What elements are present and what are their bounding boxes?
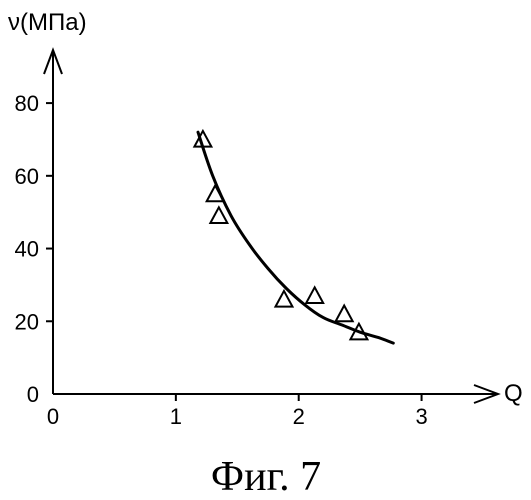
tick-labels: 0 20 40 60 80 0 1 2 3 bbox=[15, 91, 428, 429]
data-point bbox=[336, 306, 353, 322]
x-tick-label-2: 2 bbox=[293, 404, 305, 429]
trend-line bbox=[198, 132, 393, 343]
x-tick-label-1: 1 bbox=[170, 404, 182, 429]
y-tick-label-40: 40 bbox=[15, 237, 39, 262]
y-tick-label-0: 0 bbox=[27, 382, 39, 407]
y-axis-title: ν(МПа) bbox=[8, 9, 87, 36]
x-tick-label-0: 0 bbox=[47, 404, 59, 429]
x-axis-title: Q bbox=[504, 380, 523, 407]
x-tick-label-3: 3 bbox=[415, 404, 427, 429]
axes bbox=[44, 50, 498, 403]
y-tick-label-80: 80 bbox=[15, 91, 39, 116]
y-tick-label-20: 20 bbox=[15, 309, 39, 334]
data-point bbox=[210, 207, 227, 223]
ticks bbox=[46, 103, 422, 401]
data-point bbox=[306, 287, 323, 303]
figure-caption: Фиг. 7 bbox=[211, 454, 321, 500]
data-points bbox=[194, 131, 367, 339]
y-tick-label-60: 60 bbox=[15, 164, 39, 189]
